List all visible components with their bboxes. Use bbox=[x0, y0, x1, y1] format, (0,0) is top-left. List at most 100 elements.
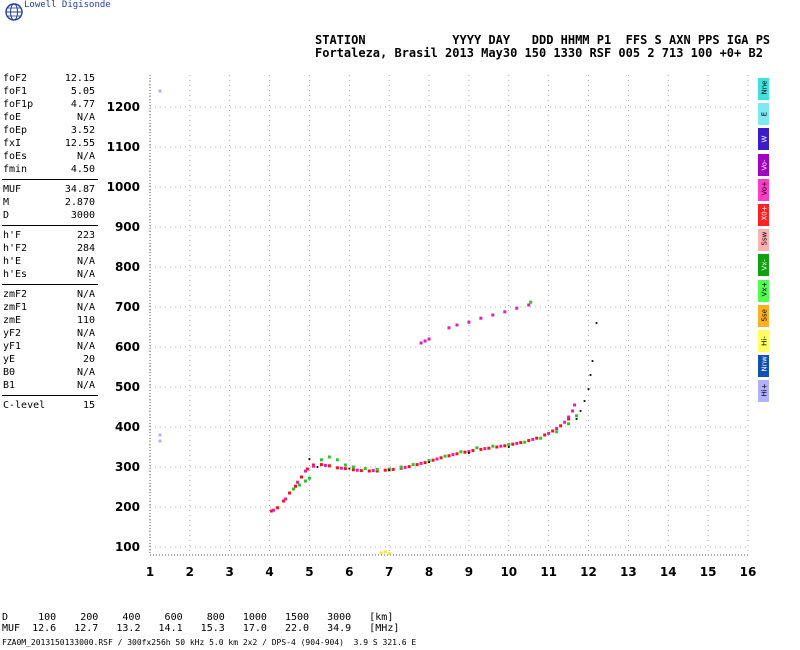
station-header: STATION YYYY DAY DDD HHMM P1 FFS S AXN P… bbox=[315, 34, 770, 60]
param-name: foE bbox=[3, 112, 22, 123]
data-point bbox=[499, 444, 503, 448]
legend-label: Hi+ bbox=[760, 383, 769, 397]
param-row: zmF2 N/A bbox=[2, 288, 98, 301]
data-point bbox=[523, 440, 527, 444]
param-name: zmF1 bbox=[3, 302, 28, 313]
param-value: N/A bbox=[76, 380, 95, 391]
data-point bbox=[351, 465, 355, 469]
legend-label: X0+ bbox=[760, 205, 769, 221]
param-row: foEs N/A bbox=[2, 150, 98, 163]
data-point bbox=[567, 417, 571, 421]
data-point bbox=[308, 458, 311, 460]
param-name: foF1p bbox=[3, 99, 34, 110]
data-point bbox=[479, 447, 483, 451]
param-name: h'E bbox=[3, 256, 22, 267]
y-tick-label: 800 bbox=[115, 260, 140, 274]
x-tick-label: 16 bbox=[740, 565, 757, 579]
data-point bbox=[591, 360, 594, 362]
data-point bbox=[327, 464, 331, 468]
x-tick-label: 2 bbox=[186, 565, 194, 579]
legend-entry: Vx+ bbox=[758, 279, 769, 302]
data-point bbox=[383, 468, 387, 472]
param-name: C-level bbox=[3, 400, 46, 411]
muf-value-row: MUF 12.6 12.7 13.2 14.1 15.3 17.0 22.0 3… bbox=[2, 623, 400, 634]
data-point bbox=[507, 443, 511, 447]
x-tick-label: 4 bbox=[265, 565, 273, 579]
data-point bbox=[419, 341, 423, 345]
data-point bbox=[158, 433, 162, 437]
data-point bbox=[547, 431, 551, 435]
x-tick-label: 11 bbox=[540, 565, 557, 579]
legend-label: Vo- bbox=[760, 158, 769, 171]
x-tick-label: 1 bbox=[146, 565, 154, 579]
panel-separator bbox=[2, 395, 98, 396]
legend-label: Vx+ bbox=[760, 281, 769, 296]
param-value: 12.15 bbox=[64, 73, 95, 84]
y-tick-label: 700 bbox=[115, 300, 140, 314]
data-point bbox=[567, 422, 571, 426]
data-point bbox=[359, 469, 363, 473]
x-tick-label: 10 bbox=[500, 565, 517, 579]
data-point bbox=[567, 415, 571, 419]
data-point bbox=[443, 454, 447, 458]
legend-label: Hi- bbox=[760, 336, 769, 346]
data-point bbox=[535, 436, 539, 440]
data-point bbox=[515, 306, 519, 310]
data-point bbox=[294, 484, 298, 488]
param-name: h'Es bbox=[3, 269, 28, 280]
param-row: h'Es N/A bbox=[2, 268, 98, 281]
data-point bbox=[451, 453, 455, 457]
data-point bbox=[503, 444, 507, 448]
param-row: zmE 110 bbox=[2, 314, 98, 327]
data-point bbox=[296, 480, 300, 484]
data-point bbox=[587, 388, 590, 390]
data-point bbox=[543, 433, 547, 437]
param-row: h'E N/A bbox=[2, 255, 98, 268]
param-row: h'F 223 bbox=[2, 229, 98, 242]
data-point bbox=[595, 322, 598, 324]
param-value: 284 bbox=[76, 243, 95, 254]
legend-label: Vo+ bbox=[760, 180, 769, 196]
data-point bbox=[479, 316, 483, 320]
param-row: yE 20 bbox=[2, 353, 98, 366]
data-point bbox=[316, 466, 319, 468]
param-name: zmE bbox=[3, 315, 22, 326]
data-point bbox=[305, 467, 309, 471]
data-point bbox=[467, 320, 471, 324]
param-value: N/A bbox=[76, 328, 95, 339]
param-value: 223 bbox=[76, 230, 95, 241]
param-value: N/A bbox=[76, 269, 95, 280]
data-point bbox=[307, 476, 311, 480]
data-point bbox=[491, 444, 495, 448]
legend-entry: Sse bbox=[758, 304, 769, 327]
y-tick-label: 500 bbox=[115, 380, 140, 394]
param-name: yE bbox=[3, 354, 16, 365]
data-point bbox=[335, 466, 339, 470]
legend-label: E bbox=[760, 111, 769, 117]
data-point bbox=[483, 447, 487, 451]
param-value: N/A bbox=[76, 302, 95, 313]
x-tick-label: 5 bbox=[305, 565, 313, 579]
param-name: B1 bbox=[3, 380, 16, 391]
data-point bbox=[447, 326, 451, 330]
parameter-panel: foF2 12.15 foF1 5.05 foF1p 4.77 foE N/A foEp 3.52… bbox=[2, 72, 98, 412]
muf-table: D 100 200 400 600 800 1000 1500 3000 [km… bbox=[2, 612, 399, 634]
data-point bbox=[475, 446, 479, 450]
data-point bbox=[589, 374, 592, 376]
param-row: foF1p 4.77 bbox=[2, 98, 98, 111]
param-row: fmin 4.50 bbox=[2, 163, 98, 176]
legend-entry: Vo+ bbox=[758, 178, 769, 201]
param-row: foF1 5.05 bbox=[2, 85, 98, 98]
x-tick-label: 12 bbox=[580, 565, 597, 579]
param-name: foF2 bbox=[3, 73, 28, 84]
data-point bbox=[282, 499, 286, 503]
x-tick-label: 14 bbox=[660, 565, 677, 579]
param-value: 2.870 bbox=[64, 197, 95, 208]
data-point bbox=[539, 436, 543, 440]
param-row: B0 N/A bbox=[2, 366, 98, 379]
brand-label: Lowell Digisonde bbox=[24, 0, 111, 10]
data-point bbox=[527, 439, 531, 443]
param-row: C-level 15 bbox=[2, 399, 98, 412]
data-point bbox=[427, 337, 431, 341]
y-tick-label: 600 bbox=[115, 340, 140, 354]
